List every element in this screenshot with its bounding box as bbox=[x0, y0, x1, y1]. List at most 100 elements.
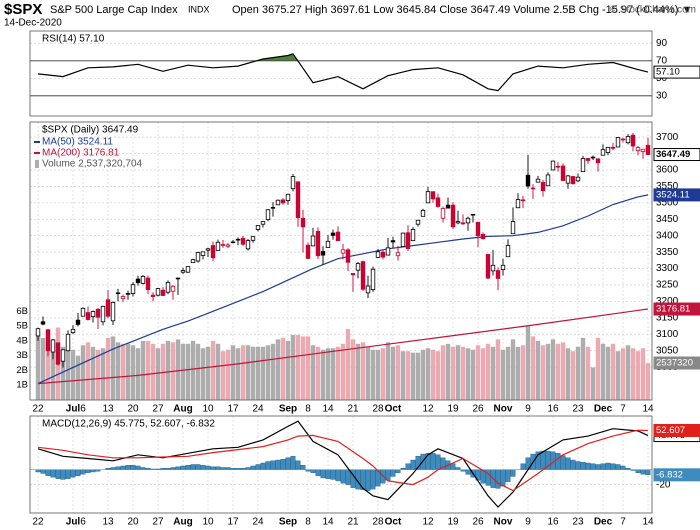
volume-bar bbox=[175, 339, 181, 400]
histogram-bar bbox=[140, 467, 146, 470]
histogram-bar bbox=[620, 465, 626, 470]
line bbox=[37, 429, 649, 492]
candle-body bbox=[270, 207, 276, 209]
volume-bar bbox=[35, 333, 41, 400]
x-tick-label: 26 bbox=[472, 517, 484, 528]
candle-body bbox=[160, 289, 166, 296]
histogram-bar bbox=[75, 469, 81, 476]
candle-body bbox=[295, 181, 301, 219]
value-box bbox=[653, 148, 700, 162]
candle-body bbox=[310, 235, 316, 247]
candle-body bbox=[195, 252, 201, 262]
candle-body bbox=[520, 199, 526, 202]
volume-bar bbox=[245, 345, 251, 400]
candle-body bbox=[165, 281, 171, 293]
candle-body bbox=[255, 225, 261, 230]
histogram-bar bbox=[510, 469, 516, 477]
x-tick-label: 13 bbox=[102, 404, 114, 415]
candle-body bbox=[400, 232, 406, 247]
volume-bar bbox=[470, 349, 476, 400]
candle-body bbox=[575, 176, 581, 182]
volume-bar bbox=[510, 339, 516, 400]
volume-bar bbox=[95, 349, 101, 400]
x-tick-label: 8 bbox=[305, 517, 311, 528]
volume-bar bbox=[590, 367, 596, 400]
y-tick-label: -20 bbox=[656, 479, 671, 490]
volume-bar bbox=[215, 343, 221, 400]
volume-bar bbox=[545, 343, 551, 400]
histogram-bar bbox=[135, 465, 141, 470]
candle-body bbox=[100, 305, 106, 323]
candle-body bbox=[110, 302, 116, 322]
volume-bar bbox=[185, 343, 191, 400]
volume-bar bbox=[165, 340, 171, 400]
volume-bar bbox=[50, 343, 56, 400]
volume-bar bbox=[380, 348, 386, 400]
volume-bar bbox=[310, 345, 316, 400]
candle-body bbox=[220, 244, 226, 246]
candle-body bbox=[585, 158, 591, 161]
value-box bbox=[653, 188, 700, 202]
candle-body bbox=[410, 229, 416, 242]
x-tick-label: 17 bbox=[227, 517, 239, 528]
candle-body bbox=[120, 296, 126, 299]
volume-bar bbox=[260, 346, 266, 400]
candle-body bbox=[185, 266, 191, 273]
histogram-bar bbox=[520, 463, 526, 470]
candle-body bbox=[190, 259, 196, 264]
candle-body bbox=[305, 244, 311, 259]
legend: MA(200) 3176.81 bbox=[42, 148, 120, 159]
candle-body bbox=[290, 176, 296, 190]
volume-bar bbox=[90, 346, 96, 400]
histogram-bar bbox=[410, 459, 416, 470]
panel-border bbox=[29, 30, 653, 117]
volume-bar bbox=[565, 348, 571, 400]
x-tick-label: 22 bbox=[32, 517, 44, 528]
x-tick-label: 10 bbox=[202, 404, 214, 415]
candle-body bbox=[85, 312, 91, 320]
candle-body bbox=[490, 264, 496, 272]
candle-body bbox=[425, 191, 431, 204]
x-tick-label: 9 bbox=[525, 404, 531, 415]
volume-bar bbox=[475, 345, 481, 400]
candle-body bbox=[365, 285, 371, 294]
histogram-bar bbox=[90, 469, 96, 473]
volume-bar bbox=[75, 355, 81, 400]
histogram-bar bbox=[270, 460, 276, 470]
histogram-bar bbox=[555, 453, 561, 470]
value-label: 52.607 bbox=[656, 425, 685, 436]
candle-body bbox=[55, 342, 61, 365]
candle-body bbox=[230, 241, 236, 244]
candle-body bbox=[200, 251, 206, 256]
volume-bar bbox=[315, 346, 321, 400]
histogram-bar bbox=[275, 459, 281, 470]
candle-body bbox=[445, 204, 451, 209]
y-tick-label: 3450 bbox=[656, 214, 679, 225]
legend: Volume 2,537,320,704 bbox=[42, 159, 143, 170]
x-tick-label: Jul bbox=[66, 517, 81, 528]
histogram-bar bbox=[110, 467, 116, 470]
volume-bar bbox=[205, 346, 211, 400]
index-name: S&P 500 Large Cap Index bbox=[50, 4, 178, 16]
panel-border bbox=[29, 121, 653, 401]
histogram-bar bbox=[260, 462, 266, 470]
candle-body bbox=[430, 191, 436, 200]
candle-body bbox=[90, 311, 96, 317]
volume-bar bbox=[620, 348, 626, 400]
candle-body bbox=[345, 249, 351, 263]
volume-bar bbox=[570, 351, 576, 400]
candle-body bbox=[515, 199, 521, 209]
candle-body bbox=[325, 240, 331, 248]
candle-body bbox=[95, 308, 101, 318]
x-tick-label: 14 bbox=[322, 517, 334, 528]
x-tick-label: Sep bbox=[279, 404, 297, 415]
candle-body bbox=[75, 319, 81, 325]
y-tick-label: 3250 bbox=[656, 280, 679, 291]
volume-bar bbox=[400, 351, 406, 400]
volume-bar bbox=[560, 342, 566, 400]
x-tick-label: 19 bbox=[447, 517, 459, 528]
candle-body bbox=[350, 273, 356, 276]
volume-bar bbox=[515, 346, 521, 400]
candle-body bbox=[260, 221, 266, 225]
candle-body bbox=[600, 149, 606, 156]
